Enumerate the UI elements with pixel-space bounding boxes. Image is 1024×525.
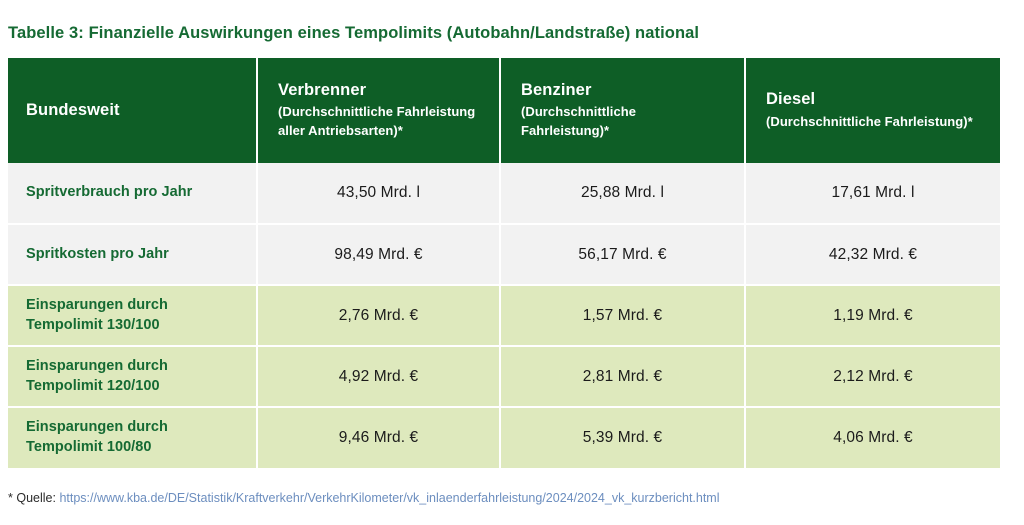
table-body: Spritverbrauch pro Jahr 43,50 Mrd. l 25,… [8,163,1000,468]
page-title: Tabelle 3: Finanzielle Auswirkungen eine… [8,24,700,42]
footnote-source-link[interactable]: https://www.kba.de/DE/Statistik/Kraftver… [59,491,720,505]
row-label-text: Spritverbrauch pro Jahr [26,184,193,201]
column-header-subtitle: (Durchschnittliche Fahrleistung)* [521,104,637,139]
table-header: Bundesweit Verbrenner (Durchschnittliche… [8,58,1000,163]
column-header-subtitle: (Durchschnittliche Fahrleistung)* [766,113,973,129]
row-label: Einsparungen durch Tempolimit 130/100 [8,285,258,347]
cell-value: 98,49 Mrd. € [257,224,501,286]
row-label: Spritverbrauch pro Jahr [8,163,258,225]
cell-value: 9,46 Mrd. € [257,407,501,468]
column-header-title: Verbrenner [278,80,367,99]
cell-value: 4,92 Mrd. € [257,346,501,408]
table-row: Spritverbrauch pro Jahr 43,50 Mrd. l 25,… [8,163,1000,225]
row-label: Spritkosten pro Jahr [8,224,258,286]
column-header-title: Benziner [521,80,592,99]
cell-value: 1,57 Mrd. € [500,285,746,347]
header-row: Bundesweit Verbrenner (Durchschnittliche… [8,58,1000,163]
column-header-benziner: Benziner (Durchschnittliche Fahrleistung… [500,58,746,163]
cell-value: 42,32 Mrd. € [745,224,1000,286]
cell-value: 5,39 Mrd. € [500,407,746,468]
table-row: Spritkosten pro Jahr 98,49 Mrd. € 56,17 … [8,224,1000,286]
cell-value: 2,81 Mrd. € [500,346,746,408]
column-header-diesel: Diesel (Durchschnittliche Fahrleistung)* [745,58,1000,163]
table-container: Bundesweit Verbrenner (Durchschnittliche… [8,58,1000,468]
cell-value: 56,17 Mrd. € [500,224,746,286]
cell-value: 43,50 Mrd. l [257,163,501,225]
row-label-text: Spritkosten pro Jahr [26,245,169,262]
cell-value: 2,76 Mrd. € [257,285,501,347]
cell-value: 25,88 Mrd. l [500,163,746,225]
cell-value: 1,19 Mrd. € [745,285,1000,347]
row-label: Einsparungen durch Tempolimit 120/100 [8,346,258,408]
cell-value: 4,06 Mrd. € [745,407,1000,468]
row-label-text: Einsparungen durch Tempolimit 130/100 [26,296,168,333]
table-row: Einsparungen durch Tempolimit 130/100 2,… [8,285,1000,347]
column-header-title: Bundesweit [26,101,120,120]
financial-impact-table: Bundesweit Verbrenner (Durchschnittliche… [8,58,1000,468]
cell-value: 17,61 Mrd. l [745,163,1000,225]
column-header-title: Diesel [766,90,816,109]
row-label-text: Einsparungen durch Tempolimit 120/100 [26,357,168,394]
table-row: Einsparungen durch Tempolimit 120/100 4,… [8,346,1000,408]
column-header-bundesweit: Bundesweit [8,58,258,163]
column-header-verbrenner: Verbrenner (Durchschnittliche Fahrleistu… [257,58,501,163]
row-label-text: Einsparungen durch Tempolimit 100/80 [26,419,168,455]
table-row: Einsparungen durch Tempolimit 100/80 9,4… [8,407,1000,468]
footnote: * Quelle: https://www.kba.de/DE/Statisti… [8,490,720,508]
column-header-subtitle: (Durchschnittliche Fahrleistung aller An… [278,104,476,139]
footnote-marker: * [8,491,13,505]
footnote-label: Quelle: [16,491,56,505]
cell-value: 2,12 Mrd. € [745,346,1000,408]
row-label: Einsparungen durch Tempolimit 100/80 [8,407,258,468]
